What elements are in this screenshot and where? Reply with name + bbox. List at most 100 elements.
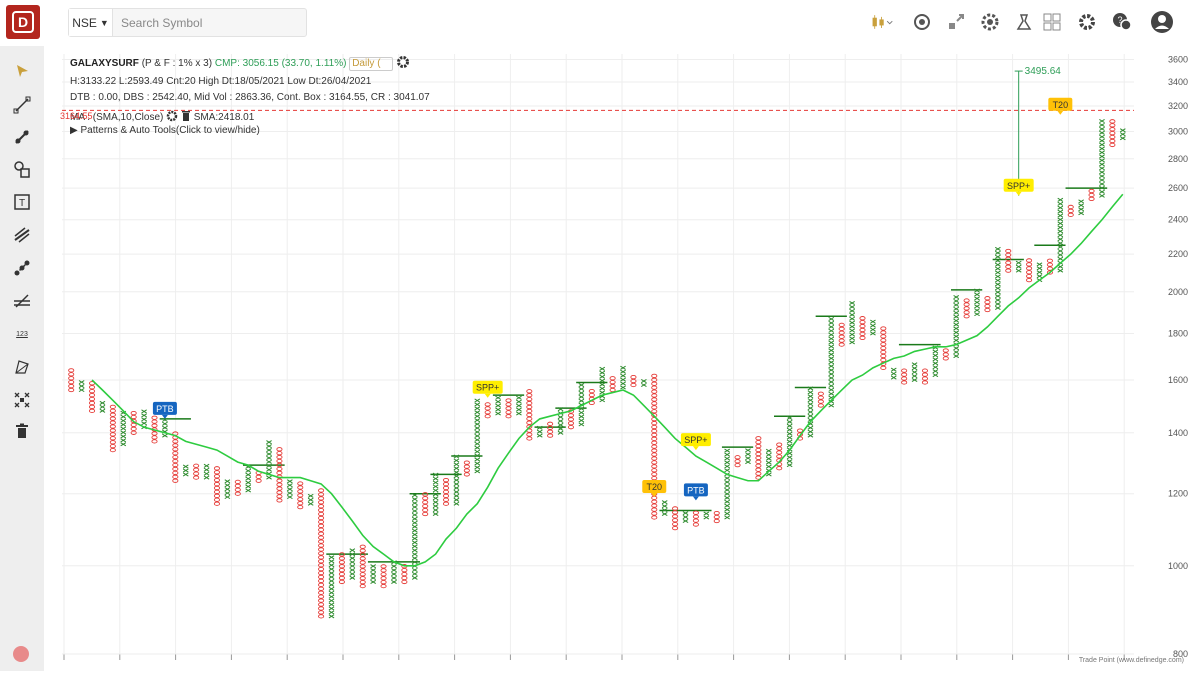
text-tool-icon[interactable]: T — [8, 189, 36, 215]
x-box — [370, 568, 377, 573]
x-box — [849, 332, 855, 337]
expand-icon[interactable] — [944, 10, 968, 34]
o-box — [318, 488, 325, 493]
x-box — [516, 395, 522, 400]
x-box — [953, 298, 960, 304]
x-column — [224, 479, 231, 500]
o-box — [484, 414, 491, 419]
x-box — [474, 398, 481, 403]
x-box — [828, 348, 835, 353]
x-box — [1057, 197, 1064, 202]
x-box — [724, 483, 731, 489]
patterns-toggle[interactable]: ▶ Patterns & Auto Tools(Click to view/hi… — [70, 126, 260, 136]
x-box — [953, 310, 960, 315]
o-box — [651, 401, 658, 406]
x-box — [724, 503, 731, 508]
x-box — [620, 369, 626, 374]
o-box — [1109, 119, 1116, 124]
x-box — [786, 431, 793, 436]
x-box — [578, 406, 585, 411]
trend-tool-icon[interactable] — [8, 124, 36, 150]
gear-icon[interactable] — [1075, 10, 1099, 34]
x-box — [224, 491, 231, 496]
o-box — [255, 474, 262, 479]
o-box — [567, 421, 575, 426]
o-box — [1088, 192, 1095, 198]
x-box — [911, 362, 918, 367]
x-box — [391, 564, 397, 569]
o-box — [109, 412, 116, 417]
shape-tool-icon[interactable] — [8, 156, 36, 182]
x-box — [1099, 142, 1105, 147]
x-box — [349, 560, 356, 565]
x-box — [849, 316, 855, 321]
x-box — [328, 594, 335, 599]
x-box — [495, 403, 501, 408]
x-box — [724, 515, 731, 520]
o-box — [859, 331, 866, 337]
x-box — [245, 488, 252, 493]
target-label: 3495.64 — [1025, 66, 1062, 77]
o-box — [193, 471, 200, 476]
x-box — [994, 305, 1001, 310]
ma-delete-icon[interactable] — [181, 110, 191, 125]
o-box — [630, 374, 637, 380]
pnf-chart-area[interactable]: 800 1000 1200 1400 1600 1800 2000 2200 2400 2600 2… — [44, 46, 1200, 675]
o-column — [380, 564, 387, 589]
cursor-tool-icon[interactable] — [8, 58, 36, 84]
symbol-name[interactable]: GALAXYSURF — [70, 58, 139, 70]
o-box — [651, 373, 658, 379]
x-box — [1078, 207, 1085, 212]
x-box — [203, 463, 210, 468]
line-tool-icon[interactable] — [8, 92, 36, 118]
o-column — [318, 488, 325, 619]
fib-tool-icon[interactable] — [8, 222, 36, 248]
x-box — [1057, 241, 1064, 246]
chat-icon[interactable]: ? — [1110, 10, 1134, 34]
o-box — [380, 576, 387, 581]
x-box — [1036, 270, 1043, 275]
candlestick-chart-icon[interactable] — [870, 10, 894, 34]
o-box — [526, 412, 533, 418]
measure-tool-icon[interactable]: 123 — [8, 321, 36, 347]
search-input[interactable] — [113, 9, 306, 36]
x-box — [974, 288, 980, 293]
settings-badge-icon[interactable] — [978, 10, 1002, 34]
replay-icon[interactable] — [910, 10, 934, 34]
o-box — [442, 485, 450, 491]
o-box — [1046, 270, 1053, 275]
x-box — [724, 495, 731, 500]
ma-settings-icon[interactable] — [166, 110, 178, 125]
x-box — [724, 480, 731, 485]
o-box — [630, 382, 637, 388]
pattern-pointer — [1057, 110, 1064, 115]
interval-dropdown[interactable]: Daily ( — [349, 56, 394, 71]
grid-icon[interactable] — [1040, 10, 1064, 34]
o-box — [484, 406, 491, 411]
gear-icon[interactable] — [396, 55, 410, 72]
x-box — [953, 338, 960, 343]
user-icon[interactable] — [1150, 10, 1174, 34]
o-box — [297, 497, 304, 502]
o-box — [505, 410, 512, 415]
o-box — [318, 551, 325, 556]
o-box — [422, 496, 429, 501]
scanner-icon[interactable] — [1012, 10, 1036, 34]
x-box — [974, 300, 980, 305]
y-tick-label: 2200 — [1168, 249, 1188, 259]
ray-tool-icon[interactable] — [8, 255, 36, 281]
x-box — [849, 324, 855, 329]
projection-tool-icon[interactable] — [8, 354, 36, 380]
pnf-chart[interactable]: 800 1000 1200 1400 1600 1800 2000 2200 2400 2600 2… — [44, 46, 1200, 675]
x-box — [432, 476, 439, 481]
x-box — [453, 501, 460, 506]
o-box — [88, 396, 96, 402]
delete-tool-icon[interactable] — [8, 418, 36, 444]
channel-tool-icon[interactable] — [8, 288, 36, 314]
pattern-tool-icon[interactable] — [8, 387, 36, 413]
app-logo[interactable]: D — [6, 5, 40, 39]
x-box — [1099, 130, 1105, 135]
x-box — [1057, 233, 1064, 238]
exchange-dropdown[interactable]: NSE ▼ — [69, 9, 113, 36]
o-box — [880, 334, 887, 339]
